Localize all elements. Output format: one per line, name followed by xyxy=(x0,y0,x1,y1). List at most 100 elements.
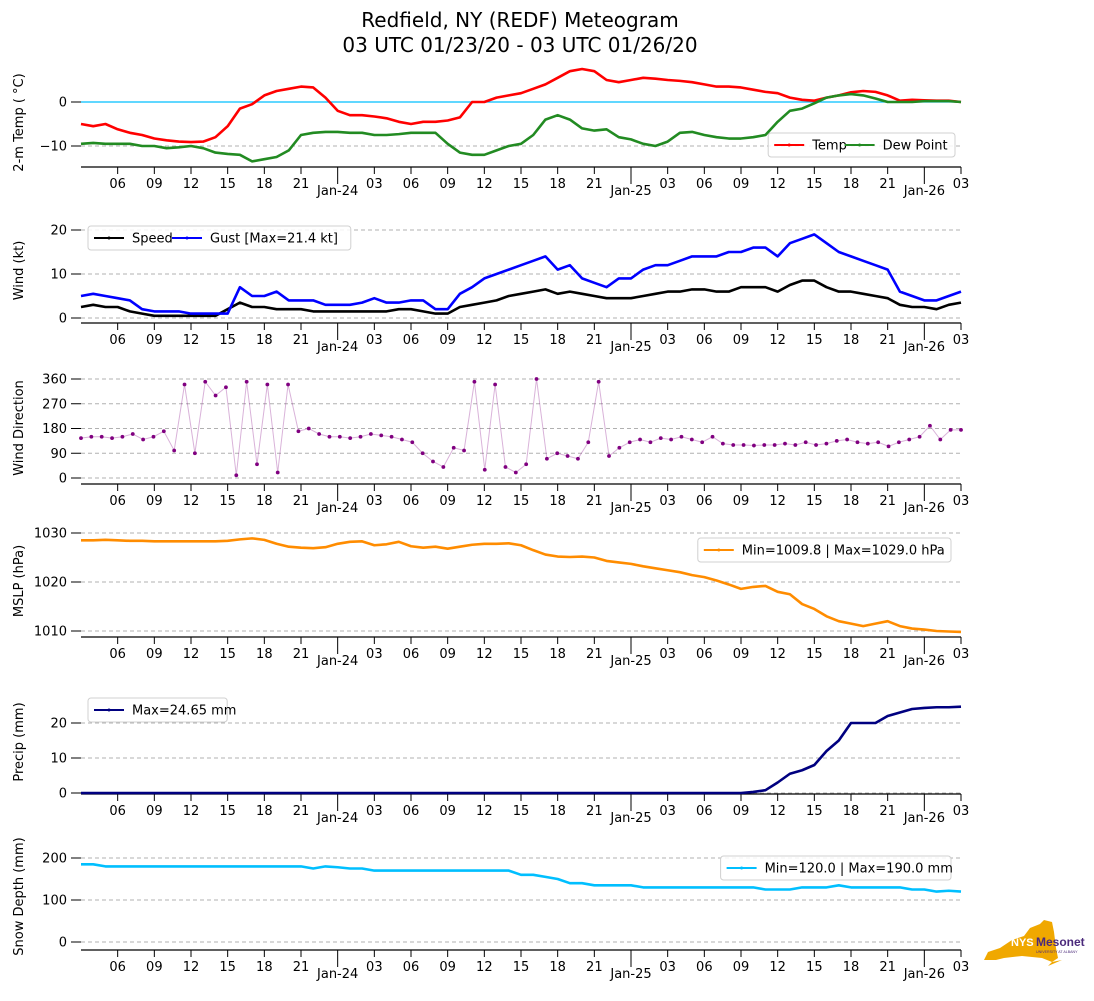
y-tick-label: 0 xyxy=(59,96,67,111)
x-tick-label: 06 xyxy=(109,177,126,192)
data-point xyxy=(192,451,197,456)
y-tick-label: 180 xyxy=(42,422,67,437)
data-point xyxy=(534,377,539,381)
data-point xyxy=(689,437,694,442)
x-tick-label: 06 xyxy=(403,177,420,192)
data-point xyxy=(648,440,653,445)
x-tick-label: 09 xyxy=(439,647,456,662)
x-tick-label: 03 xyxy=(953,333,970,348)
data-point xyxy=(213,393,218,398)
data-point xyxy=(255,462,259,467)
legend-marker xyxy=(858,143,862,147)
x-tick-label: 21 xyxy=(293,333,310,348)
data-point xyxy=(286,382,290,387)
series-line-mslp xyxy=(81,537,962,634)
legend: Temp Dew Point xyxy=(767,132,956,158)
y-tick-label: 0 xyxy=(59,936,67,951)
x-tick-label: 09 xyxy=(439,494,456,509)
x-tick-label: 12 xyxy=(476,177,493,192)
data-point xyxy=(151,434,156,439)
x-tick-label: 15 xyxy=(806,960,823,975)
x-day-label: Jan-25 xyxy=(609,967,651,982)
data-point xyxy=(907,437,912,442)
x-tick-label: 15 xyxy=(806,647,823,662)
data-point xyxy=(275,470,280,475)
y-tick-label: −10 xyxy=(40,140,67,155)
data-point xyxy=(814,443,818,447)
x-tick-label: 09 xyxy=(439,960,456,975)
data-point xyxy=(762,443,767,447)
x-tick-label: 21 xyxy=(586,177,603,192)
legend: Speed Gust [Max=21.4 kt] xyxy=(87,225,352,251)
series-line-precip xyxy=(81,705,962,795)
x-tick-label: 03 xyxy=(659,804,676,819)
x-tick-label: 06 xyxy=(109,494,126,509)
x-day-label: Jan-26 xyxy=(903,501,945,516)
data-point xyxy=(172,448,177,453)
x-tick-label: 15 xyxy=(513,804,530,819)
legend-entry-label: Max=24.65 mm xyxy=(132,704,236,719)
legend-marker xyxy=(107,236,111,240)
x-tick-label: 18 xyxy=(843,960,860,975)
data-point xyxy=(503,465,508,469)
y-tick-label: 100 xyxy=(42,894,67,909)
x-tick-label: 06 xyxy=(696,333,713,348)
data-point xyxy=(389,434,394,439)
legend-entry-label: Min=120.0 | Max=190.0 mm xyxy=(765,862,953,877)
x-tick-label: 18 xyxy=(843,177,860,192)
x-tick-label: 03 xyxy=(659,647,676,662)
data-point xyxy=(669,437,674,442)
x-tick-label: 18 xyxy=(549,804,566,819)
x-tick-label: 03 xyxy=(953,804,970,819)
x-tick-label: 18 xyxy=(256,804,273,819)
data-point xyxy=(917,434,922,439)
data-point xyxy=(513,470,518,475)
data-point xyxy=(410,440,415,445)
data-point xyxy=(607,454,611,458)
legend-marker xyxy=(740,866,744,870)
x-tick-label: 03 xyxy=(953,647,970,662)
data-point xyxy=(772,443,777,447)
x-day-label: Jan-26 xyxy=(903,184,945,199)
data-point xyxy=(379,433,384,438)
data-point xyxy=(141,437,146,442)
legend-marker xyxy=(717,548,721,552)
data-point xyxy=(482,467,487,472)
x-tick-label: 12 xyxy=(183,804,200,819)
data-point xyxy=(617,445,622,450)
data-point xyxy=(431,459,435,464)
x-tick-label: 18 xyxy=(549,494,566,509)
x-day-label: Jan-24 xyxy=(316,184,358,199)
x-tick-label: 12 xyxy=(769,333,786,348)
x-tick-label: 09 xyxy=(439,177,456,192)
data-point xyxy=(938,437,943,442)
x-tick-label: 21 xyxy=(293,960,310,975)
x-tick-label: 15 xyxy=(806,804,823,819)
y-tick-label: 10 xyxy=(50,268,67,283)
x-tick-label: 03 xyxy=(953,960,970,975)
legend: Min=120.0 | Max=190.0 mm xyxy=(720,855,953,881)
legend: Max=24.65 mm xyxy=(87,697,236,723)
data-point xyxy=(337,434,342,439)
x-tick-label: 21 xyxy=(879,960,896,975)
x-tick-label: 09 xyxy=(146,494,163,509)
data-point xyxy=(120,434,125,439)
x-day-label: Jan-25 xyxy=(609,811,651,826)
x-tick-label: 03 xyxy=(659,333,676,348)
data-point xyxy=(658,436,663,441)
panel-snow: 0 100 200 Snow Depth (mm) 06 09 12 15 18 21 Jan-24… xyxy=(12,837,969,982)
y-tick-label: 200 xyxy=(42,852,67,867)
data-point xyxy=(741,443,746,447)
data-point xyxy=(783,441,787,446)
y-tick-label: 360 xyxy=(42,373,67,388)
data-point xyxy=(130,432,135,436)
x-tick-label: 06 xyxy=(403,494,420,509)
data-point xyxy=(824,441,829,446)
data-point xyxy=(244,379,249,384)
x-tick-label: 12 xyxy=(769,177,786,192)
legend-entry-label: Gust [Max=21.4 kt] xyxy=(210,232,338,247)
x-tick-label: 06 xyxy=(109,647,126,662)
panel-precip: 0 10 20 Precip (mm) 06 09 12 15 18 21 Jan-24 03 06 09… xyxy=(12,697,970,826)
x-tick-label: 03 xyxy=(953,177,970,192)
x-day-label: Jan-24 xyxy=(316,340,358,355)
